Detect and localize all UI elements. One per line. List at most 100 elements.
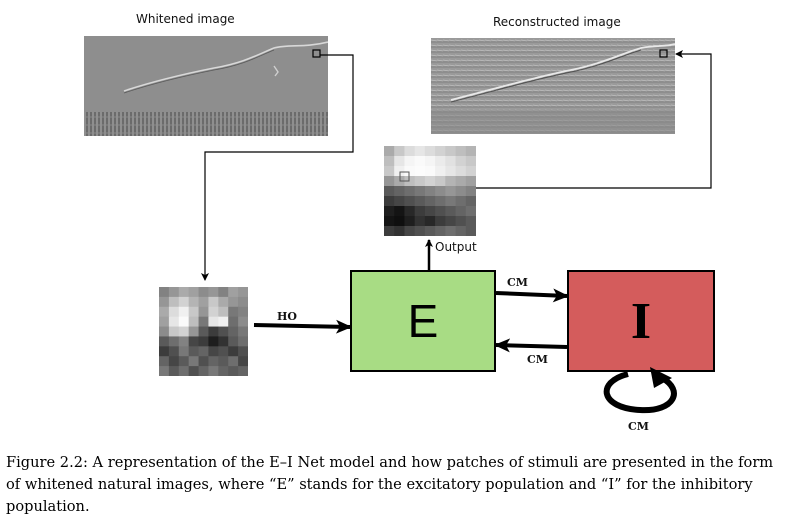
output-patch-pixel <box>435 186 446 197</box>
output-patch-pixel <box>465 216 476 227</box>
input-patch-pixel <box>178 346 190 357</box>
input-patch-pixel <box>218 346 229 357</box>
output-patch-pixel <box>404 166 416 177</box>
output-patch-pixel <box>455 196 467 207</box>
output-patch-pixel <box>435 176 446 187</box>
excitatory-label: E <box>407 295 439 347</box>
input-patch-pixel <box>238 326 248 337</box>
input-patch-pixel <box>159 287 170 298</box>
input-patch-pixel <box>168 336 180 347</box>
output-patch-pixel <box>465 146 476 157</box>
output-patch-pixel <box>414 146 426 157</box>
output-patch-pixel <box>384 196 395 207</box>
input-patch-pixel <box>159 346 170 357</box>
input-patch-pixel <box>208 306 219 318</box>
output-patch-pixel <box>424 146 436 157</box>
output-patch-pixel <box>424 206 436 217</box>
output-patch-pixel <box>394 226 405 236</box>
output-label: Output <box>435 240 477 254</box>
cm-self-label: CM <box>628 420 649 433</box>
output-patch-pixel <box>414 176 426 187</box>
output-patch-pixel <box>465 186 476 197</box>
input-patch-pixel <box>208 316 219 328</box>
output-patch-pixel <box>424 186 436 197</box>
cm-bottom-label: CM <box>527 353 548 366</box>
output-patch-pixel <box>404 156 416 167</box>
input-patch-pixel <box>198 296 209 308</box>
input-patch-pixel <box>238 366 248 376</box>
output-patch-pixel <box>455 186 467 197</box>
output-patch-pixel <box>384 156 395 167</box>
output-patch-pixel <box>414 226 426 236</box>
input-patch-pixel <box>168 326 180 337</box>
output-patch-pixel <box>424 216 436 227</box>
output-patch-pixel <box>455 156 467 167</box>
output-patch-pixel <box>414 156 426 167</box>
input-patch-pixel <box>198 326 209 337</box>
input-patch-pixel <box>178 336 190 347</box>
output-patch-pixel <box>384 226 395 236</box>
input-patch-pixel <box>198 356 209 367</box>
input-patch-pixel <box>168 287 180 298</box>
output-patch-pixel <box>455 206 467 217</box>
input-patch-pixel <box>178 316 190 328</box>
input-patch-pixel <box>168 316 180 328</box>
input-patch-pixel <box>188 356 200 367</box>
input-patch-pixel <box>188 336 200 347</box>
output-patch-pixel <box>445 206 457 217</box>
input-patch-pixel <box>198 366 209 376</box>
input-patch-pixel <box>228 336 239 347</box>
output-patch-pixel <box>404 196 416 207</box>
input-patch-pixel <box>159 336 170 347</box>
input-patch-pixel <box>159 296 170 308</box>
input-patch-pixel <box>228 296 239 308</box>
inhibitory-label: I <box>630 292 652 350</box>
output-patch-pixel <box>404 206 416 217</box>
output-patch-pixel <box>394 196 405 207</box>
input-patch-pixel <box>178 306 190 318</box>
input-patch-pixel <box>198 306 209 318</box>
output-patch-pixel <box>445 186 457 197</box>
output-patch-pixel <box>455 166 467 177</box>
input-patch-pixel <box>198 287 209 298</box>
output-patch-pixel <box>384 146 395 157</box>
whitened-image-title: Whitened image <box>136 12 235 26</box>
input-patch-pixel <box>159 356 170 367</box>
output-patch-pixel <box>424 176 436 187</box>
output-patch-pixel <box>414 216 426 227</box>
output-patch-pixel <box>455 176 467 187</box>
input-patch-pixel <box>208 366 219 376</box>
output-patch-pixel <box>404 146 416 157</box>
input-patch-pixel <box>159 326 170 337</box>
whitened-to-input-arrow <box>201 54 354 281</box>
output-patch-pixel <box>465 226 476 236</box>
output-patch-pixel <box>384 186 395 197</box>
output-patch-pixel <box>424 156 436 167</box>
input-patch-pixel <box>178 287 190 298</box>
output-patch-pixel <box>424 166 436 177</box>
input-patch-pixel <box>218 356 229 367</box>
input-patch-pixel <box>238 287 248 298</box>
input-patch-pixel <box>188 326 200 337</box>
input-patch-pixel <box>208 296 219 308</box>
output-patch-pixel <box>414 196 426 207</box>
output-patch-pixel <box>424 196 436 207</box>
input-patch-pixel <box>218 306 229 318</box>
output-patch-pixel <box>414 166 426 177</box>
input-patch-pixel <box>208 336 219 347</box>
input-patch-pixel <box>188 296 200 308</box>
input-patch-pixel <box>178 326 190 337</box>
input-patch-pixel <box>188 287 200 298</box>
input-patch-pixel <box>228 346 239 357</box>
input-patch-pixel <box>178 296 190 308</box>
input-patch-pixel <box>208 326 219 337</box>
input-patch-pixel <box>218 287 229 298</box>
output-patch-pixel <box>435 146 446 157</box>
input-patch-pixel <box>188 306 200 318</box>
output-patch-pixel <box>465 176 476 187</box>
input-patch-pixel <box>198 316 209 328</box>
reconstructed-image-title: Reconstructed image <box>493 15 621 29</box>
output-patch-pixel <box>404 226 416 236</box>
output-patch-pixel <box>394 186 405 197</box>
